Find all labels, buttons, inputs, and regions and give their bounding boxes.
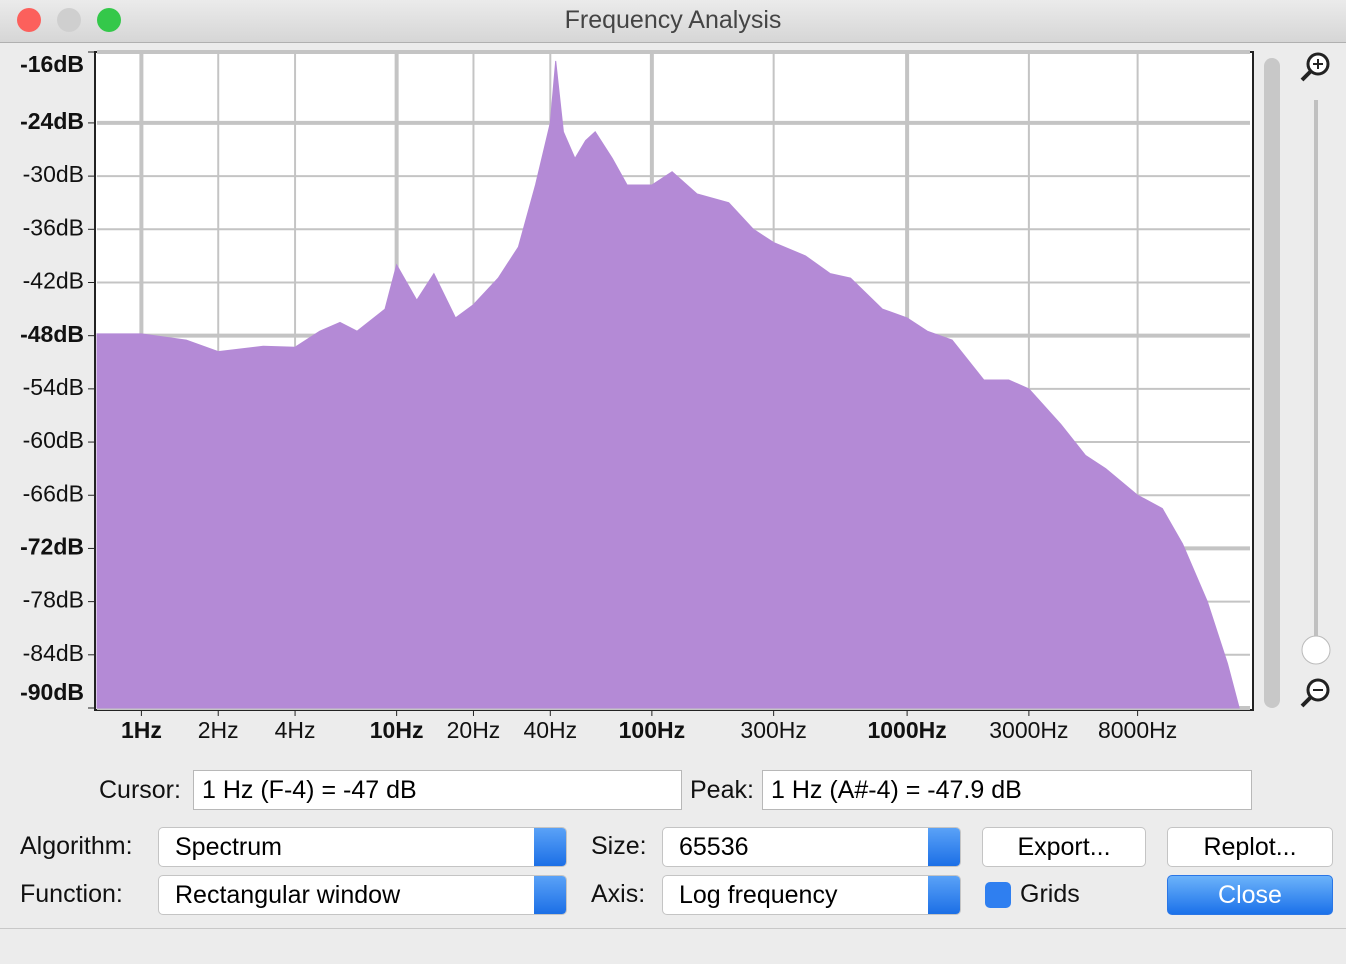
y-tick-label: -84dB: [23, 640, 84, 666]
y-tick-label: -42dB: [23, 268, 84, 294]
x-tick-label: 4Hz: [275, 717, 316, 743]
axis-label: Axis:: [591, 880, 646, 908]
cursor-field: 1 Hz (F-4) = -47 dB: [193, 770, 682, 810]
function-value: Rectangular window: [175, 881, 401, 909]
x-tick-label: 2Hz: [198, 717, 239, 743]
x-tick-label: 1Hz: [121, 717, 162, 743]
spectrum-area: [96, 60, 1240, 709]
cursor-label: Cursor:: [99, 776, 181, 804]
y-tick-label: -90dB: [20, 679, 84, 705]
x-tick-label: 10Hz: [370, 717, 424, 743]
grids-label: Grids: [1020, 880, 1080, 908]
scrollbar[interactable]: [1264, 58, 1280, 708]
peak-label: Peak:: [690, 776, 754, 804]
chart: 1Hz 2Hz 4Hz 10Hz 20Hz 40Hz 100Hz 300Hz 1000Hz 300…: [20, 50, 1331, 743]
y-tick-label: -36dB: [23, 214, 84, 240]
export-button[interactable]: Export...: [982, 827, 1146, 867]
size-value: 65536: [679, 833, 749, 861]
window-title: Frequency Analysis: [564, 6, 782, 34]
algorithm-value: Spectrum: [175, 833, 282, 861]
algorithm-label: Algorithm:: [20, 832, 133, 860]
x-tick-label: 40Hz: [523, 717, 577, 743]
x-tick-label: 20Hz: [447, 717, 501, 743]
y-tick-label: -78dB: [23, 587, 84, 613]
size-select[interactable]: 65536: [662, 827, 961, 867]
close-button[interactable]: Close: [1167, 875, 1333, 915]
grids-checkbox[interactable]: [985, 882, 1011, 908]
zoom-dot[interactable]: [97, 8, 121, 32]
zoom-out-icon[interactable]: [1300, 678, 1330, 708]
function-label: Function:: [20, 880, 123, 908]
replot-button[interactable]: Replot...: [1167, 827, 1333, 867]
x-tick-label: 8000Hz: [1098, 717, 1177, 743]
x-tick-label: 300Hz: [740, 717, 806, 743]
size-label: Size:: [591, 832, 647, 860]
x-tick-label: 3000Hz: [989, 717, 1068, 743]
marks: [96, 60, 1240, 709]
close-dot[interactable]: [17, 8, 41, 32]
function-select[interactable]: Rectangular window: [158, 875, 567, 915]
axes: 1Hz 2Hz 4Hz 10Hz 20Hz 40Hz 100Hz 300Hz 1000Hz 300…: [20, 51, 1177, 743]
peak-field: 1 Hz (A#-4) = -47.9 dB: [762, 770, 1252, 810]
title-bar: Frequency Analysis: [0, 0, 1346, 43]
y-tick-label: -48dB: [20, 321, 84, 347]
y-tick-label: -72dB: [20, 534, 84, 560]
axis-select[interactable]: Log frequency: [662, 875, 961, 915]
y-tick-label: -16dB: [20, 51, 84, 77]
y-tick-label: -24dB: [20, 108, 84, 134]
y-tick-label: -66dB: [23, 480, 84, 506]
status-divider: [0, 928, 1346, 929]
y-tick-label: -54dB: [23, 374, 84, 400]
x-tick-label: 100Hz: [619, 717, 685, 743]
algorithm-select[interactable]: Spectrum: [158, 827, 567, 867]
y-tick-label: -60dB: [23, 427, 84, 453]
zoom-slider-thumb[interactable]: [1301, 635, 1331, 665]
x-tick-label: 1000Hz: [867, 717, 946, 743]
axis-value: Log frequency: [679, 881, 838, 909]
minimize-dot[interactable]: [57, 8, 81, 32]
y-tick-label: -30dB: [23, 161, 84, 187]
zoom-in-icon[interactable]: [1300, 52, 1330, 82]
